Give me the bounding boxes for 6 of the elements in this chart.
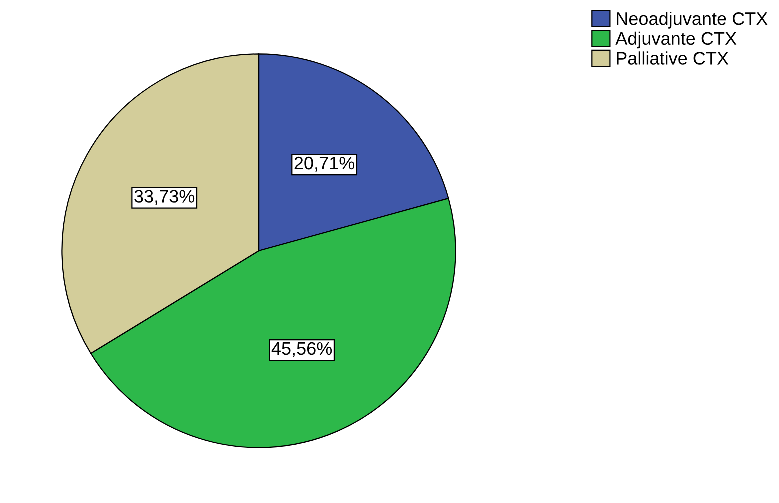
legend-label: Adjuvante CTX (616, 32, 737, 49)
data-label: 33,73% (134, 190, 195, 206)
legend-label: Palliative CTX (617, 52, 729, 65)
data-label: 45,56% (272, 342, 332, 358)
legend-label: Neoadjuvante CTX (617, 12, 768, 29)
data-label: 20,71% (294, 156, 355, 172)
